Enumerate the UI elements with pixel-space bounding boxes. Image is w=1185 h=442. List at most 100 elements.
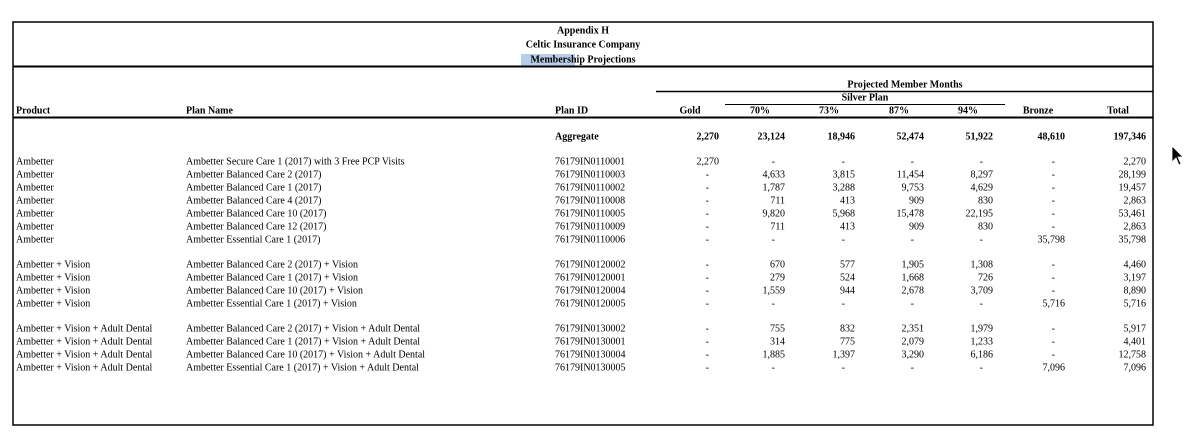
table-cell: 775 [840, 336, 855, 347]
table-cell: - [772, 298, 775, 309]
table-cell: Ambetter [16, 169, 54, 180]
table-cell: 12,758 [1119, 349, 1147, 360]
table-cell: Ambetter [16, 234, 54, 245]
table-cell: 1,308 [971, 259, 994, 270]
table-cell: 4,629 [971, 182, 994, 193]
table-cell: Ambetter Essential Care 1 (2017) + Visio… [186, 298, 357, 309]
table-cell: - [1052, 208, 1055, 219]
table-cell: - [706, 221, 709, 232]
table-cell: - [706, 259, 709, 270]
table-cell: Ambetter [16, 221, 54, 232]
table-cell: 9,753 [902, 182, 925, 193]
table-cell: Ambetter + Vision [16, 285, 90, 296]
table-cell: 1,668 [902, 272, 925, 283]
table-cell: Ambetter [16, 195, 54, 206]
table-cell: 15,478 [897, 208, 925, 219]
table-cell: 76179IN0120005 [555, 298, 626, 309]
table-cell: 76179IN0120001 [555, 272, 626, 283]
table-cell: - [911, 234, 914, 245]
table-cell: - [772, 362, 775, 373]
table-cell: 1,397 [833, 349, 856, 360]
subtitle: Membership Projections [530, 54, 635, 65]
table-cell: Ambetter Balanced Care 10 (2017) + Visio… [186, 285, 363, 296]
title: Appendix H [557, 25, 609, 36]
aggregate-cell: 18,946 [828, 131, 856, 142]
table-cell: 76179IN0130005 [555, 362, 626, 373]
table-cell: 76179IN0110006 [555, 234, 625, 245]
table-cell: - [980, 234, 983, 245]
table-cell: 726 [978, 272, 993, 283]
table-cell: Ambetter Balanced Care 4 (2017) [186, 195, 322, 206]
table-cell: - [980, 298, 983, 309]
table-cell: 7,096 [1043, 362, 1066, 373]
table-cell: 413 [840, 195, 855, 206]
aggregate-cell: 48,610 [1038, 131, 1066, 142]
table-cell: Ambetter [16, 182, 54, 193]
table-cell: - [842, 298, 845, 309]
mouse-cursor [1171, 145, 1184, 166]
table-cell: 524 [840, 272, 855, 283]
table-cell: 22,195 [966, 208, 994, 219]
table-cell: 830 [978, 195, 993, 206]
column-header: Total [1107, 105, 1129, 116]
table-cell: 3,288 [833, 182, 856, 193]
table-cell: 35,798 [1038, 234, 1066, 245]
table-cell: 76179IN0120002 [555, 259, 626, 270]
table-cell: 76179IN0110005 [555, 208, 625, 219]
table-cell: 5,917 [1124, 323, 1147, 334]
table-cell: - [1052, 285, 1055, 296]
table-cell: 3,709 [971, 285, 994, 296]
table-cell: - [706, 298, 709, 309]
table-cell: 1,787 [763, 182, 786, 193]
table-cell: - [911, 156, 914, 167]
table-cell: Ambetter Balanced Care 2 (2017) [186, 169, 322, 180]
table-cell: 2,863 [1124, 221, 1147, 232]
table-cell: 2,079 [902, 336, 925, 347]
column-header: 94% [958, 105, 978, 116]
aggregate-cell: 2,270 [697, 131, 720, 142]
table-cell: - [706, 285, 709, 296]
table-cell: 76179IN0120004 [555, 285, 626, 296]
table-cell: 76179IN0110003 [555, 169, 625, 180]
aggregate-cell: 52,474 [897, 131, 925, 142]
table-cell: - [772, 234, 775, 245]
table-cell: Ambetter Balanced Care 2 (2017) + Vision… [186, 323, 420, 334]
table-cell: - [706, 336, 709, 347]
column-header: Plan ID [555, 105, 588, 116]
table-cell: - [1052, 272, 1055, 283]
table-cell: Ambetter Essential Care 1 (2017) [186, 234, 320, 245]
table-cell: 3,815 [833, 169, 856, 180]
table-cell: Ambetter Balanced Care 10 (2017) [186, 208, 327, 219]
column-header: 87% [889, 105, 909, 116]
table-cell: 8,297 [971, 169, 994, 180]
company: Celtic Insurance Company [526, 39, 640, 50]
table-cell: Ambetter + Vision + Adult Dental [16, 323, 153, 334]
table-cell: - [842, 362, 845, 373]
table-cell: 2,270 [1124, 156, 1147, 167]
table-cell: - [706, 349, 709, 360]
aggregate-cell: Aggregate [555, 131, 599, 142]
table-cell: - [1052, 156, 1055, 167]
table-cell: 279 [770, 272, 785, 283]
subgroup-header: Silver Plan [842, 92, 889, 103]
column-header: 70% [750, 105, 770, 116]
table-cell: 11,454 [897, 169, 924, 180]
table-cell: Ambetter + Vision [16, 298, 90, 309]
table-cell: 830 [978, 221, 993, 232]
table-cell: 53,461 [1119, 208, 1147, 219]
table-cell: 2,270 [697, 156, 720, 167]
table-cell: 28,199 [1119, 169, 1147, 180]
table-cell: 6,186 [971, 349, 994, 360]
table-cell: 76179IN0110008 [555, 195, 625, 206]
table-cell: 1,979 [971, 323, 994, 334]
table-cell: 35,798 [1119, 234, 1147, 245]
table-cell: 711 [770, 221, 785, 232]
table-cell: 76179IN0110002 [555, 182, 625, 193]
table-cell: Ambetter Balanced Care 1 (2017) [186, 182, 322, 193]
aggregate-cell: 51,922 [966, 131, 994, 142]
table-cell: 1,885 [763, 349, 786, 360]
table-cell: 3,290 [902, 349, 925, 360]
column-header: Product [16, 105, 51, 116]
table-cell: 755 [770, 323, 785, 334]
